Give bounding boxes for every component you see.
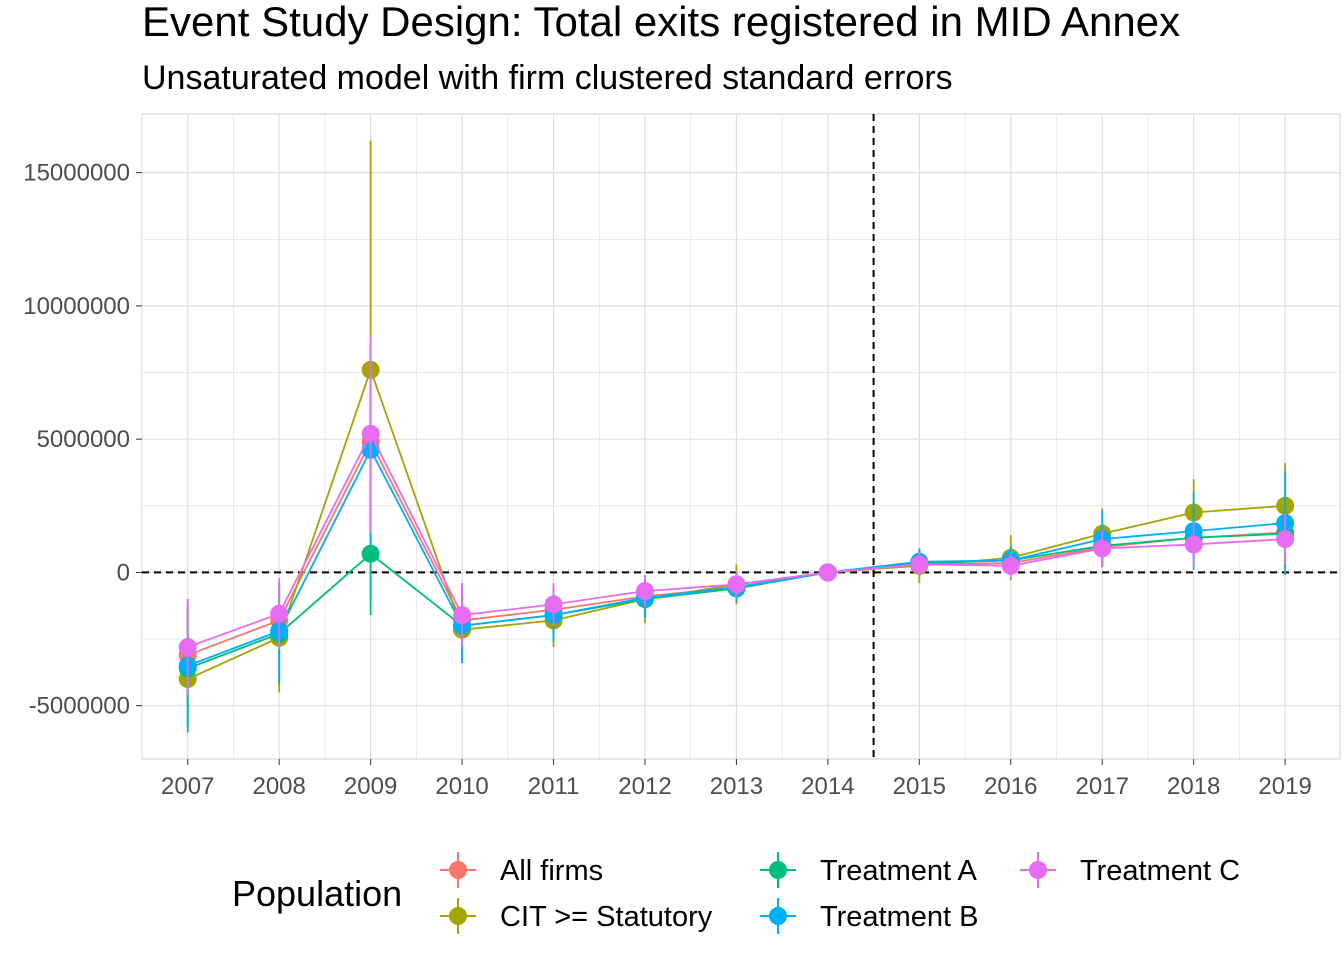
legend-title: Population	[232, 873, 402, 914]
reference-lines	[142, 114, 1340, 759]
legend-label: All firms	[500, 855, 603, 887]
legend-entry: Treatment A	[760, 852, 978, 888]
data-point	[1184, 535, 1203, 554]
legend-key-point	[449, 907, 467, 925]
data-point	[453, 606, 472, 625]
legend-entry: All firms	[440, 852, 603, 888]
legend-label: Treatment C	[1080, 855, 1240, 887]
data-point	[270, 604, 289, 623]
y-tick-label: 10000000	[23, 293, 130, 320]
x-tick-label: 2007	[161, 773, 214, 800]
legend-label: CIT >= Statutory	[500, 901, 713, 933]
x-tick-label: 2015	[893, 773, 946, 800]
data-point	[361, 544, 380, 563]
grid-lines	[141, 114, 1340, 759]
data-point	[818, 563, 837, 582]
chart-title: Event Study Design: Total exits register…	[142, 0, 1181, 45]
x-tick-label: 2013	[710, 773, 763, 800]
legend-key-point	[769, 907, 787, 925]
data-point	[361, 424, 380, 443]
legend-entry: Treatment B	[760, 898, 978, 934]
x-tick-label: 2014	[801, 773, 854, 800]
y-tick-label: 0	[117, 559, 130, 586]
data-point	[544, 595, 563, 614]
series-treatment-c	[178, 335, 1295, 696]
x-tick-label: 2011	[528, 773, 580, 800]
legend-entry: CIT >= Statutory	[440, 898, 713, 934]
data-point	[1093, 539, 1112, 558]
data-point	[178, 638, 197, 657]
y-tick-label: 5000000	[37, 426, 130, 453]
legend-key-point	[769, 861, 787, 879]
data-point	[727, 575, 746, 594]
series-layer	[178, 140, 1295, 733]
legend-key-point	[1029, 861, 1047, 879]
chart-subtitle: Unsaturated model with firm clustered st…	[142, 59, 953, 97]
axes: -5000000 0 5000000 10000000 15000000 2007 2008…	[23, 160, 1312, 800]
data-point	[1276, 530, 1295, 549]
legend-entry: Treatment C	[1020, 852, 1240, 888]
plot-panel-border	[141, 113, 1341, 760]
x-tick-label: 2018	[1167, 773, 1220, 800]
data-point	[635, 582, 654, 601]
legend-key-point	[449, 861, 467, 879]
legend: Population All firms CIT >= Statutory Trea…	[232, 852, 1240, 934]
data-point	[910, 555, 929, 574]
legend-label: Treatment A	[820, 855, 978, 887]
x-tick-label: 2010	[435, 773, 488, 800]
x-tick-label: 2017	[1076, 773, 1129, 800]
x-tick-label: 2012	[618, 773, 671, 800]
legend-label: Treatment B	[820, 901, 978, 933]
x-tick-label: 2009	[344, 773, 397, 800]
x-tick-label: 2019	[1258, 773, 1311, 800]
x-tick-label: 2016	[984, 773, 1037, 800]
y-tick-label: -5000000	[29, 693, 130, 720]
y-tick-label: 15000000	[23, 160, 130, 187]
data-point	[1001, 556, 1020, 575]
x-tick-label: 2008	[252, 773, 305, 800]
